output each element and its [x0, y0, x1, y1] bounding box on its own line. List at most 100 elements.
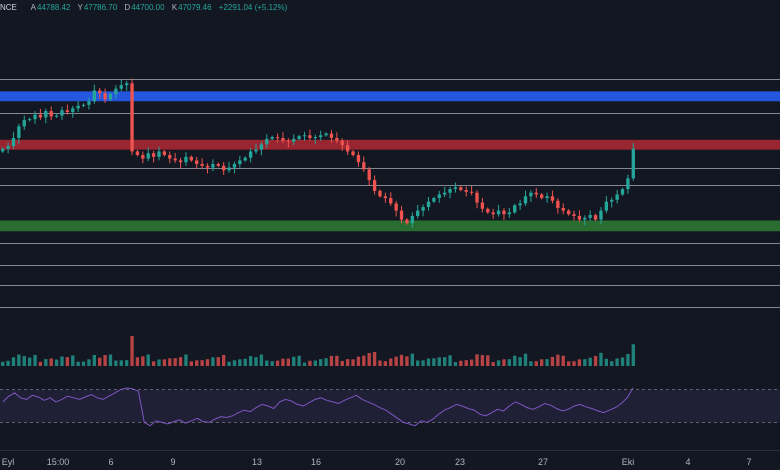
candle-body [65, 110, 70, 112]
candle-body [442, 192, 447, 195]
candle-body [405, 219, 409, 224]
volume-bar [130, 336, 134, 366]
candle-body [599, 210, 603, 220]
volume-bar [205, 359, 210, 366]
volume-bar [286, 358, 291, 366]
volume-bar [146, 354, 150, 366]
volume-bar [313, 360, 317, 366]
close-value: 47079.46 [178, 3, 212, 12]
candle-body [216, 164, 220, 166]
rsi-band [0, 389, 780, 423]
volume-bar [173, 358, 177, 366]
candle-body [49, 111, 53, 117]
candle-body [480, 202, 485, 209]
volume-bar [60, 356, 64, 366]
candle-body [195, 160, 199, 164]
candle-body [513, 205, 517, 213]
volume-bar [351, 359, 355, 366]
volume-bar [394, 356, 398, 366]
candle-body [345, 145, 350, 152]
volume-bar [135, 357, 140, 366]
candle-body [523, 196, 528, 204]
levels-layer [0, 79, 780, 308]
candle-body [399, 210, 404, 220]
candle-body [222, 165, 226, 171]
volume-bar [227, 361, 231, 366]
candle-body [33, 114, 37, 120]
candle-body [529, 192, 533, 197]
candle-body [615, 194, 619, 200]
candle-body [437, 194, 441, 199]
volume-bar [604, 358, 609, 366]
candle-body [281, 138, 285, 141]
volume-bar [108, 354, 113, 366]
candle-body [561, 207, 565, 211]
volume-bar [141, 356, 145, 366]
candle-body [329, 133, 334, 138]
volume-bar [33, 354, 37, 366]
zones-layer [0, 91, 780, 232]
axis-tick-label: 27 [538, 457, 548, 467]
high-key: Y [77, 3, 83, 12]
candle-body [98, 90, 102, 94]
volume-bar [6, 360, 10, 366]
candle-body [378, 190, 382, 197]
volume-bar [189, 361, 194, 366]
axis-tick-label: Eyl [2, 457, 15, 467]
volume-bar [38, 361, 43, 366]
candle-body [335, 138, 339, 141]
volume-bar [372, 352, 377, 366]
volume-bar [265, 360, 269, 366]
resistance-zone [0, 91, 780, 102]
candle-body [275, 137, 280, 139]
volume-bar [49, 358, 53, 366]
volume-bar [297, 355, 301, 366]
candle-body [114, 88, 118, 95]
volume-bar [281, 358, 285, 366]
candle-body [184, 156, 188, 163]
volume-bar [195, 360, 199, 366]
candle-body [491, 212, 495, 215]
volume-bar [378, 360, 382, 366]
candle-body [44, 111, 48, 118]
volume-bar [254, 357, 258, 366]
volume-bar [615, 358, 619, 366]
volume-bar [54, 359, 59, 366]
volume-bar [119, 360, 123, 366]
volume-bar [308, 360, 312, 366]
candle-body [162, 151, 167, 156]
volume-bar [22, 356, 26, 366]
candle-body [54, 115, 59, 117]
volume-bar [243, 358, 247, 366]
candle-body [459, 187, 463, 190]
candle-body [416, 210, 420, 216]
volume-bar [631, 344, 635, 366]
candle-body [124, 83, 129, 86]
axis-tick-label: 16 [311, 457, 321, 467]
volume-bar [275, 360, 280, 366]
candle-body [141, 155, 145, 159]
volume-bar [340, 360, 344, 366]
volume-bar [216, 357, 220, 366]
candle-body [292, 138, 296, 142]
candle-body [389, 198, 393, 204]
volume-bar [583, 359, 587, 366]
candle-body [178, 160, 183, 163]
candle-body [135, 151, 140, 156]
rsi-line [2, 387, 634, 427]
volume-bar [11, 357, 16, 366]
candle-body [626, 178, 630, 190]
volume-bar [421, 360, 425, 366]
demand-zone [0, 220, 780, 232]
candle-body [119, 85, 123, 89]
open-key: A [30, 3, 37, 12]
volume-bar [248, 356, 253, 366]
candle-body [534, 192, 538, 195]
axis-tick-label: Eki [622, 457, 635, 467]
volume-bar [502, 359, 506, 366]
volume-bar [383, 361, 388, 366]
candle-body [448, 189, 452, 193]
volume-bar [410, 353, 414, 366]
